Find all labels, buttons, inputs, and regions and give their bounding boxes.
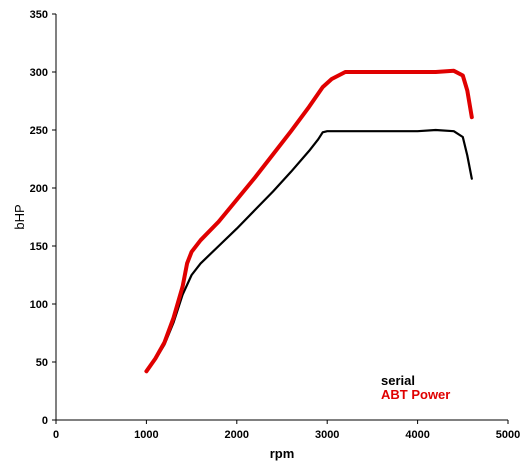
y-tick-label: 350 [30, 9, 48, 21]
y-tick-label: 150 [30, 241, 48, 253]
axes [52, 13, 509, 424]
x-axis-title: rpm [270, 446, 295, 461]
y-tick-label: 200 [30, 183, 48, 195]
x-tick-label: 5000 [496, 429, 520, 441]
x-tick-label: 4000 [405, 429, 429, 441]
legend-label: serial [381, 373, 415, 388]
series-line-serial [145, 128, 473, 373]
x-tick-label: 1000 [134, 429, 158, 441]
x-tick-labels: 0 1000 2000 3000 4000 5000 [53, 429, 520, 441]
y-tick-labels: 0 50 100 150 200 250 300 350 [30, 9, 48, 427]
x-tick-label: 0 [53, 429, 59, 441]
y-tick-label: 250 [30, 125, 48, 137]
y-axis-title: bHP [12, 204, 27, 229]
series-line-abt-power [144, 68, 474, 374]
x-tick-label: 2000 [225, 429, 249, 441]
x-tick-label: 3000 [315, 429, 339, 441]
y-tick-label: 0 [42, 415, 48, 427]
y-tick-label: 50 [36, 357, 48, 369]
y-tick-label: 100 [30, 299, 48, 311]
legend-label: ABT Power [381, 387, 450, 402]
y-tick-label: 300 [30, 67, 48, 79]
series-lines [144, 68, 474, 374]
